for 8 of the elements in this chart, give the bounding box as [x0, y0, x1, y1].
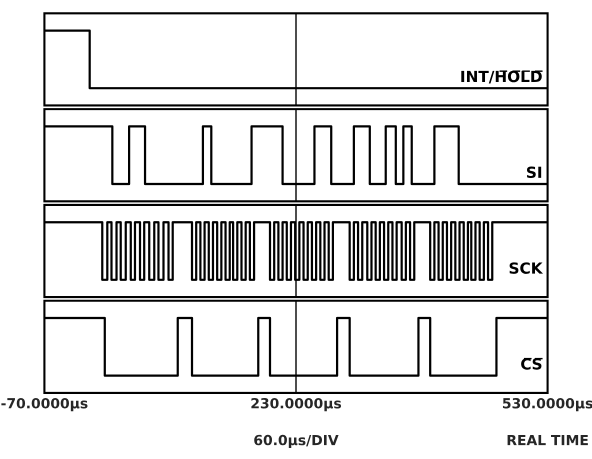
x-tick-label: 230.0000µs [251, 398, 342, 412]
text: 60.0µs/DIV [254, 434, 339, 448]
text: REAL TIME [508, 435, 588, 446]
series-label: SCK [510, 262, 544, 274]
x-tick-label: -70.0000µs [1, 398, 88, 412]
series-label: INT/H̅O̅L̅D̅ [461, 70, 543, 84]
series-label: SI [526, 166, 542, 178]
series-label: C̅S̅ [521, 358, 543, 370]
